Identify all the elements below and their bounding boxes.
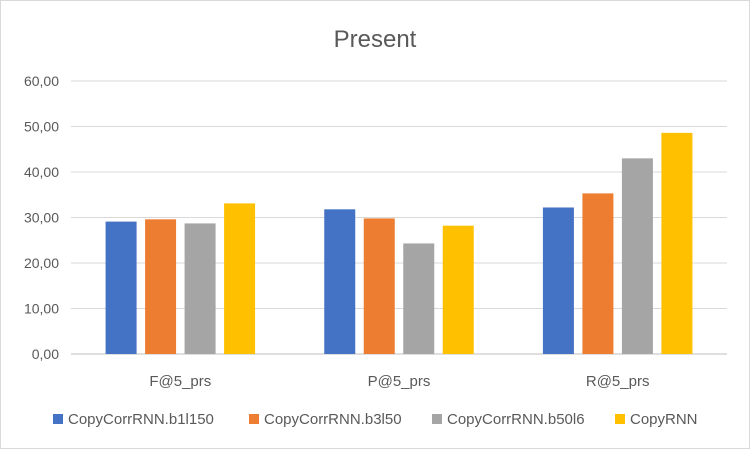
y-tick-label: 50,00	[24, 119, 59, 135]
legend-label: CopyCorrRNN.b50l6	[447, 411, 585, 428]
legend-label: CopyRNN	[630, 411, 698, 428]
chart-title: Present	[334, 26, 417, 53]
legend-label: CopyCorrRNN.b3l50	[264, 411, 402, 428]
x-axis-ticks: F@5_prs P@5_prs R@5_prs	[149, 373, 649, 390]
y-tick-label: 0,00	[32, 346, 59, 362]
y-tick-label: 10,00	[24, 301, 59, 317]
bar	[442, 225, 474, 354]
bar	[105, 221, 137, 354]
bar	[184, 223, 216, 354]
legend-swatch	[615, 414, 625, 424]
bars	[105, 132, 693, 354]
bar	[582, 193, 614, 354]
bar	[145, 219, 177, 354]
x-tick-label: P@5_prs	[368, 373, 431, 390]
bar	[621, 158, 653, 354]
x-tick-label: R@5_prs	[586, 373, 650, 390]
y-axis-ticks: 0,00 10,00 20,00 30,00 40,00 50,00 60,00	[24, 73, 59, 362]
y-tick-label: 40,00	[24, 164, 59, 180]
bar	[403, 243, 435, 354]
bar	[363, 218, 395, 354]
legend-swatch	[53, 414, 63, 424]
legend-swatch	[249, 414, 259, 424]
legend: CopyCorrRNN.b1l150 CopyCorrRNN.b3l50 CopyC…	[53, 411, 698, 428]
legend-swatch	[432, 414, 442, 424]
y-tick-label: 60,00	[24, 73, 59, 89]
y-tick-label: 30,00	[24, 210, 59, 226]
bar	[661, 132, 693, 354]
y-tick-label: 20,00	[24, 255, 59, 271]
bar	[324, 209, 356, 354]
bar	[224, 203, 256, 354]
x-tick-label: F@5_prs	[149, 373, 211, 390]
bar	[542, 207, 574, 354]
gridlines	[71, 80, 727, 355]
legend-label: CopyCorrRNN.b1l150	[68, 411, 214, 428]
